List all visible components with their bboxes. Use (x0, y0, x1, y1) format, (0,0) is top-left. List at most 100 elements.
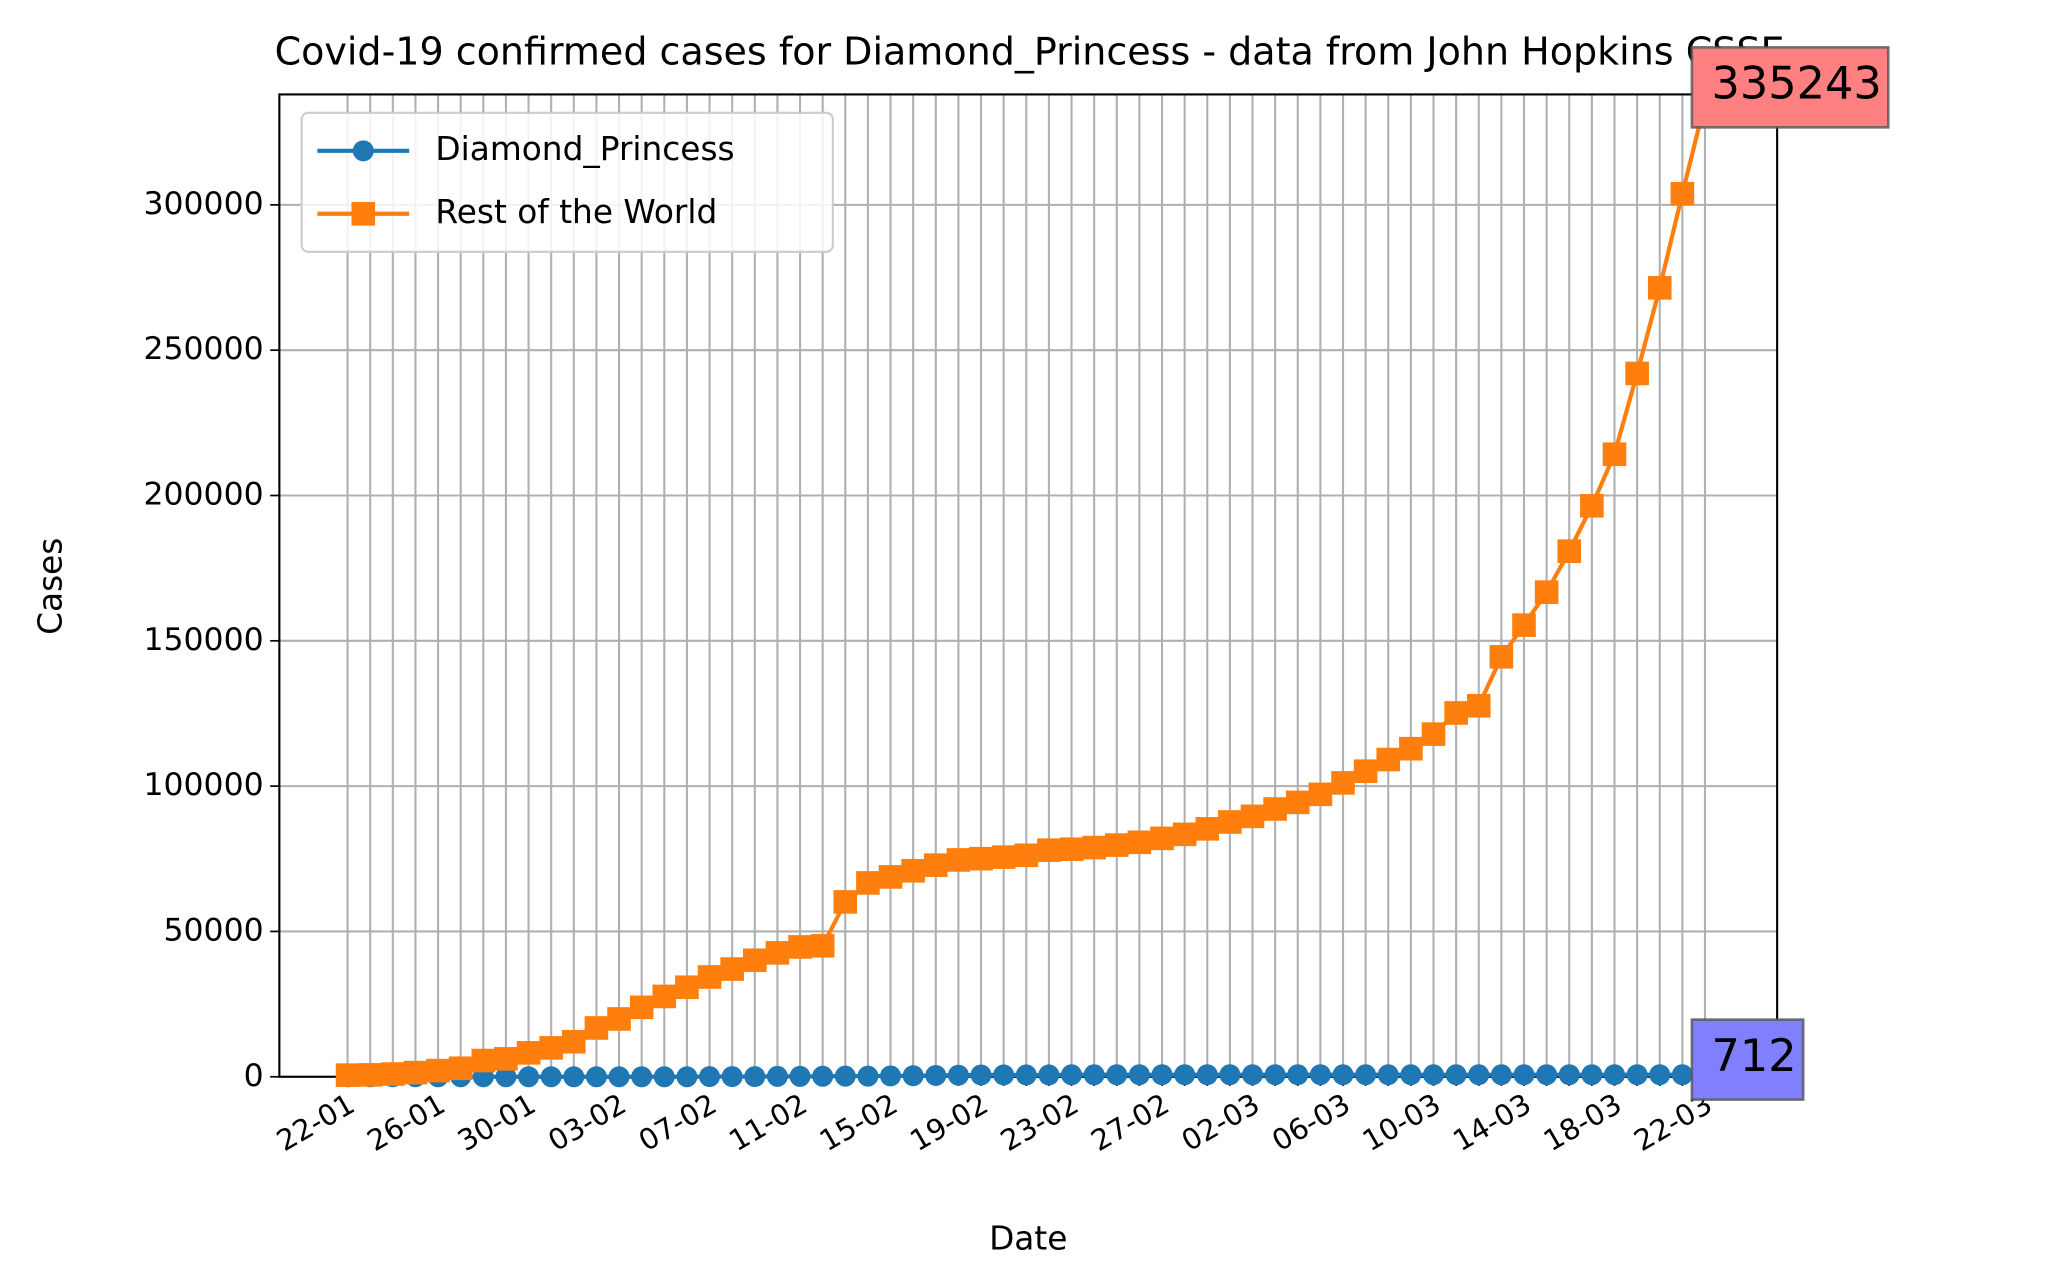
point (1104, 833, 1129, 857)
point (1557, 539, 1582, 564)
point (901, 858, 925, 883)
point (1128, 1064, 1150, 1086)
point (1421, 722, 1446, 746)
point (1558, 1064, 1580, 1086)
point (970, 1064, 992, 1086)
point (1015, 1064, 1037, 1086)
y-axis-label: Cases (31, 538, 69, 635)
point (1670, 181, 1695, 206)
x-tick-label: 03-02 (542, 1087, 632, 1158)
point (631, 1066, 653, 1088)
point (857, 1065, 879, 1087)
point (1466, 693, 1491, 718)
point (1625, 361, 1649, 386)
x-tick-label: 26-01 (361, 1087, 451, 1158)
point (629, 995, 654, 1020)
point (878, 865, 903, 889)
point (584, 1016, 609, 1040)
point (563, 1066, 585, 1088)
x-tick-label: 19-02 (904, 1087, 994, 1158)
point (652, 984, 677, 1009)
point (448, 1056, 473, 1081)
point (653, 1066, 675, 1088)
point (561, 1029, 586, 1054)
point (426, 1058, 450, 1083)
point (1536, 1064, 1558, 1086)
legend-marker (352, 140, 374, 162)
point (540, 1066, 562, 1088)
point (742, 948, 767, 973)
point (880, 1065, 902, 1087)
point (810, 934, 835, 958)
point (1061, 1064, 1083, 1086)
point (969, 846, 993, 871)
point (923, 853, 948, 877)
point (1581, 1064, 1603, 1086)
point (1196, 1064, 1218, 1086)
point (1218, 810, 1242, 834)
point (1331, 771, 1355, 795)
point (1468, 1064, 1490, 1086)
y-tick-label: 200000 (143, 477, 263, 513)
point (1059, 837, 1084, 862)
y-tick-label: 50000 (164, 912, 264, 948)
point (676, 1066, 698, 1088)
annotation-box (1690, 1018, 1805, 1101)
point (991, 845, 1016, 869)
point (1127, 830, 1152, 855)
point (1038, 1064, 1060, 1086)
point (1355, 1064, 1377, 1086)
point (518, 1066, 540, 1088)
point (699, 1066, 721, 1088)
point (812, 1065, 834, 1087)
point (1647, 276, 1672, 300)
point (1332, 1064, 1354, 1086)
x-tick-label: 30-01 (452, 1087, 542, 1158)
point (1240, 804, 1265, 829)
point (1309, 1064, 1331, 1086)
x-tick-label: 06-03 (1266, 1087, 1356, 1158)
point (834, 1065, 856, 1087)
legend-label: Rest of the World (435, 193, 717, 231)
point (1626, 1064, 1648, 1086)
point (1150, 826, 1174, 851)
point (1106, 1064, 1128, 1086)
point (902, 1065, 924, 1087)
point (1512, 613, 1536, 637)
point (1489, 645, 1514, 669)
point (993, 1064, 1015, 1086)
point (516, 1041, 541, 1065)
point (788, 935, 812, 959)
point (1082, 835, 1106, 860)
chart-title: Covid-19 confirmed cases for Diamond_Pri… (275, 29, 1785, 73)
x-axis-label: Date (989, 1220, 1067, 1258)
point (1580, 493, 1604, 518)
point (381, 1062, 405, 1086)
point (1083, 1064, 1105, 1086)
point (1444, 701, 1468, 725)
x-tick-label: 02-03 (1176, 1087, 1266, 1158)
point (495, 1066, 517, 1088)
point (1445, 1064, 1467, 1086)
y-tick-label: 300000 (143, 186, 263, 222)
point (925, 1064, 947, 1086)
point (765, 941, 790, 965)
y-tick-label: 250000 (143, 331, 263, 367)
point (1195, 817, 1220, 841)
point (1513, 1064, 1535, 1086)
point (1490, 1064, 1512, 1086)
legend-label: Diamond_Princess (435, 130, 734, 168)
point (608, 1066, 630, 1088)
x-tick-label: 22-01 (271, 1087, 361, 1158)
point (335, 1063, 360, 1087)
x-tick-label: 07-02 (633, 1087, 723, 1158)
point (1151, 1064, 1173, 1086)
point (1174, 1064, 1196, 1086)
point (585, 1066, 607, 1088)
annotation-box (1690, 46, 1890, 129)
x-tick-label: 27-02 (1085, 1087, 1175, 1158)
point (833, 890, 858, 914)
point (1399, 736, 1423, 761)
point (358, 1063, 382, 1087)
point (1377, 1064, 1399, 1086)
